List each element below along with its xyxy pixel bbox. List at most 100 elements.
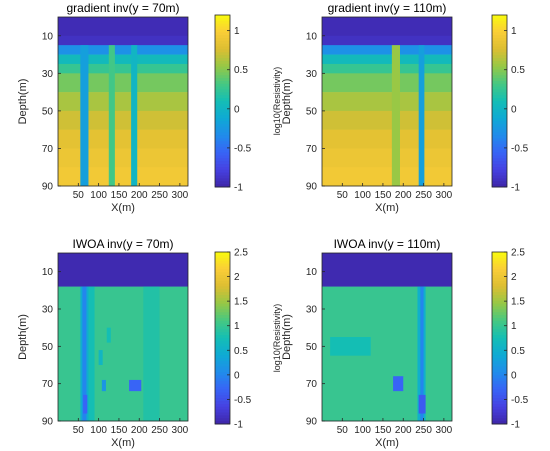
colorbar-segment — [492, 92, 507, 96]
x-tick-label: 150 — [111, 425, 128, 436]
heatmap-layer — [58, 45, 188, 55]
colorbar-segment — [492, 403, 507, 408]
y-axis-label: Depth(m) — [281, 314, 293, 360]
colorbar-segment — [492, 95, 507, 99]
y-tick-label: 50 — [42, 106, 54, 117]
colorbar-segment — [492, 135, 507, 139]
colorbar-segment — [215, 155, 230, 159]
colorbar-segment — [492, 323, 507, 328]
y-tick-label: 30 — [306, 305, 318, 316]
y-tick-label: 10 — [306, 267, 318, 278]
colorbar-segment — [215, 32, 230, 36]
colorbar-tick-label: 1.5 — [234, 297, 248, 308]
colorbar-segment — [215, 381, 230, 385]
colorbar-segment — [492, 58, 507, 62]
colorbar-segment — [492, 274, 507, 279]
colorbar-segment — [492, 126, 507, 131]
heatmap-layer — [58, 148, 188, 168]
colorbar-segment — [492, 266, 507, 270]
colorbar-segment — [215, 369, 230, 373]
colorbar-segment — [215, 309, 230, 313]
colorbar-segment — [215, 181, 230, 185]
colorbar-tick-label: 0 — [511, 104, 517, 115]
colorbar-segment — [492, 32, 507, 36]
x-tick-label: 200 — [395, 425, 412, 436]
colorbar-segment — [492, 300, 507, 305]
colorbar-segment — [215, 303, 230, 307]
heatmap-anomaly — [330, 337, 371, 356]
colorbar-segment — [215, 392, 230, 396]
colorbar-segment — [492, 389, 507, 393]
colorbar-segment — [215, 266, 230, 270]
x-tick-label: 200 — [131, 425, 148, 436]
heatmap-anomaly — [106, 327, 111, 343]
heatmap-column — [88, 286, 95, 421]
colorbar-segment — [215, 126, 230, 131]
colorbar-segment — [492, 315, 507, 319]
colorbar-segment — [492, 178, 507, 182]
heatmap-layer — [322, 17, 452, 37]
colorbar-segment — [492, 106, 507, 111]
colorbar-segment — [492, 295, 507, 299]
colorbar-segment — [492, 363, 507, 368]
colorbar-segment — [492, 15, 507, 19]
y-tick-label: 50 — [42, 342, 54, 353]
colorbar-segment — [215, 149, 230, 154]
colorbar-segment — [215, 35, 230, 39]
colorbar-segment — [215, 15, 230, 19]
colorbar-tick-label: 0 — [234, 104, 240, 115]
colorbar-segment — [215, 175, 230, 179]
colorbar-segment — [215, 26, 230, 30]
colorbar-tick-label: 2 — [511, 272, 517, 283]
plot-frame — [321, 16, 453, 187]
chart-title: IWOA inv(y = 110m) — [334, 237, 441, 251]
colorbar-segment — [492, 115, 507, 119]
colorbar-segment — [492, 132, 507, 136]
x-axis-label: X(m) — [111, 202, 135, 214]
colorbar-segment — [492, 349, 507, 353]
colorbar-segment — [492, 164, 507, 168]
colorbar-segment — [492, 252, 507, 256]
colorbar-segment — [492, 49, 507, 53]
x-tick-label: 100 — [354, 425, 371, 436]
x-tick-label: 50 — [73, 425, 85, 436]
colorbar-segment — [215, 75, 230, 79]
x-tick-label: 200 — [131, 190, 148, 201]
colorbar-frame — [491, 14, 508, 188]
colorbar-segment — [492, 72, 507, 76]
heatmap-column — [82, 286, 87, 421]
colorbar-segment — [215, 152, 230, 156]
heatmap-layer — [322, 92, 452, 112]
colorbar-segment — [215, 406, 230, 411]
colorbar-segment — [492, 338, 507, 342]
y-tick-label: 10 — [306, 31, 318, 42]
plot-frame — [57, 16, 189, 187]
colorbar-segment — [492, 280, 507, 285]
colorbar-frame — [214, 14, 231, 188]
colorbar-tick-label: 0.5 — [234, 346, 248, 357]
colorbar-segment — [215, 277, 230, 282]
colorbar-segment — [492, 26, 507, 30]
heatmap-layer — [322, 73, 452, 93]
colorbar-segment — [492, 146, 507, 151]
colorbar-segment — [215, 166, 230, 171]
heatmap-panel-2: gradient inv(y = 110m)50 100 150 200 250 3001… — [281, 1, 550, 214]
colorbar-segment — [215, 292, 230, 296]
colorbar-tick-label: -0.5 — [234, 143, 252, 154]
heatmap-layer — [58, 17, 188, 37]
x-axis-label: X(m) — [111, 437, 135, 449]
y-tick-label: 10 — [42, 267, 54, 278]
heatmap-anomaly — [129, 379, 142, 392]
colorbar-segment — [492, 352, 507, 356]
colorbar-segment — [492, 121, 507, 125]
x-tick-label: 100 — [90, 190, 107, 201]
colorbar-segment — [215, 164, 230, 168]
colorbar-segment — [215, 383, 230, 388]
y-tick-label: 70 — [306, 144, 318, 155]
colorbar-tick-label: 0.5 — [511, 65, 525, 76]
colorbar-segment — [215, 312, 230, 316]
colorbar-segment — [492, 386, 507, 391]
colorbar-tick-label: 0 — [511, 370, 517, 381]
heatmap-layer — [322, 35, 452, 46]
colorbar-segment — [215, 295, 230, 299]
